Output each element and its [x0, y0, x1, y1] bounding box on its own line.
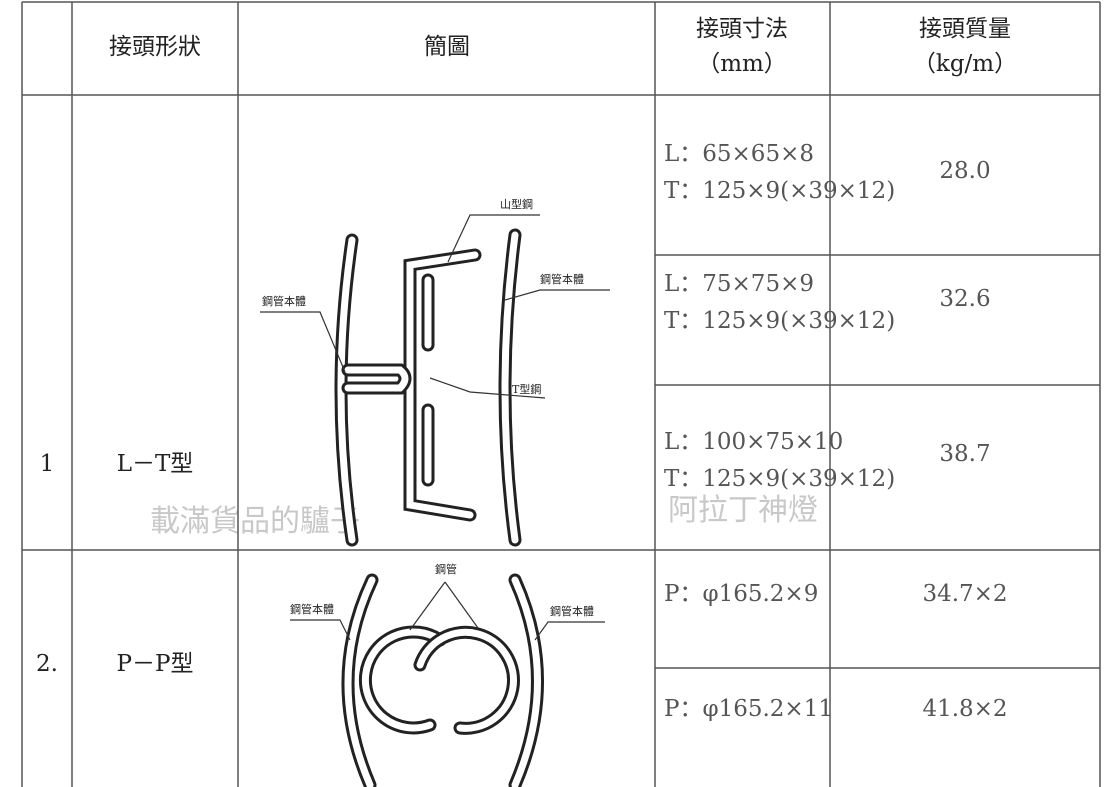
spec-size: T：125×9(×39×12) — [664, 178, 895, 204]
row-number: 1 — [40, 451, 55, 477]
table-grid — [21, 1, 1101, 787]
watermark: 載滿貨品的驢子 — [150, 504, 360, 539]
spec-mass: 41.8×2 — [922, 696, 1007, 722]
diagram-label: 鋼管 — [435, 562, 457, 576]
spec-size: L：100×75×10 — [664, 429, 843, 455]
spec-size: T：125×9(×39×12) — [664, 466, 895, 492]
diagram-label: 鋼管本體 — [550, 604, 594, 618]
header-cell: 簡圖 — [424, 34, 470, 60]
spec-size: L：75×75×9 — [664, 271, 814, 297]
diagram-label: 山型鋼 — [500, 197, 533, 211]
diagram-label: 鋼管本體 — [540, 272, 584, 286]
header-cell: 接頭寸法 — [696, 16, 788, 42]
spec-mass: 32.6 — [939, 286, 990, 312]
watermark: 阿拉丁神燈 — [668, 493, 818, 528]
joint-shape: L－T型 — [117, 451, 194, 477]
spec-mass: 38.7 — [939, 441, 990, 467]
joint-shape: P－P型 — [117, 651, 194, 677]
row-number: 2. — [36, 651, 58, 677]
header-cell: 接頭質量 — [919, 16, 1011, 42]
header-cell: 接頭形狀 — [109, 34, 201, 60]
diagram-label: 鋼管本體 — [262, 294, 306, 308]
pp-diagram — [290, 573, 605, 787]
header-cell: （kg/m） — [913, 51, 1017, 77]
spec-size: P：φ165.2×9 — [664, 581, 818, 607]
spec-mass: 34.7×2 — [922, 581, 1007, 607]
spec-mass: 28.0 — [939, 158, 990, 184]
spec-size: T：125×9(×39×12) — [664, 308, 895, 334]
spec-size: L：65×65×8 — [664, 141, 814, 167]
header-cell: （mm） — [697, 51, 787, 77]
diagram-label: T型鋼 — [512, 382, 541, 396]
diagram-label: 鋼管本體 — [290, 602, 334, 616]
spec-size: P：φ165.2×11 — [664, 696, 833, 722]
lt-diagram — [260, 214, 610, 547]
